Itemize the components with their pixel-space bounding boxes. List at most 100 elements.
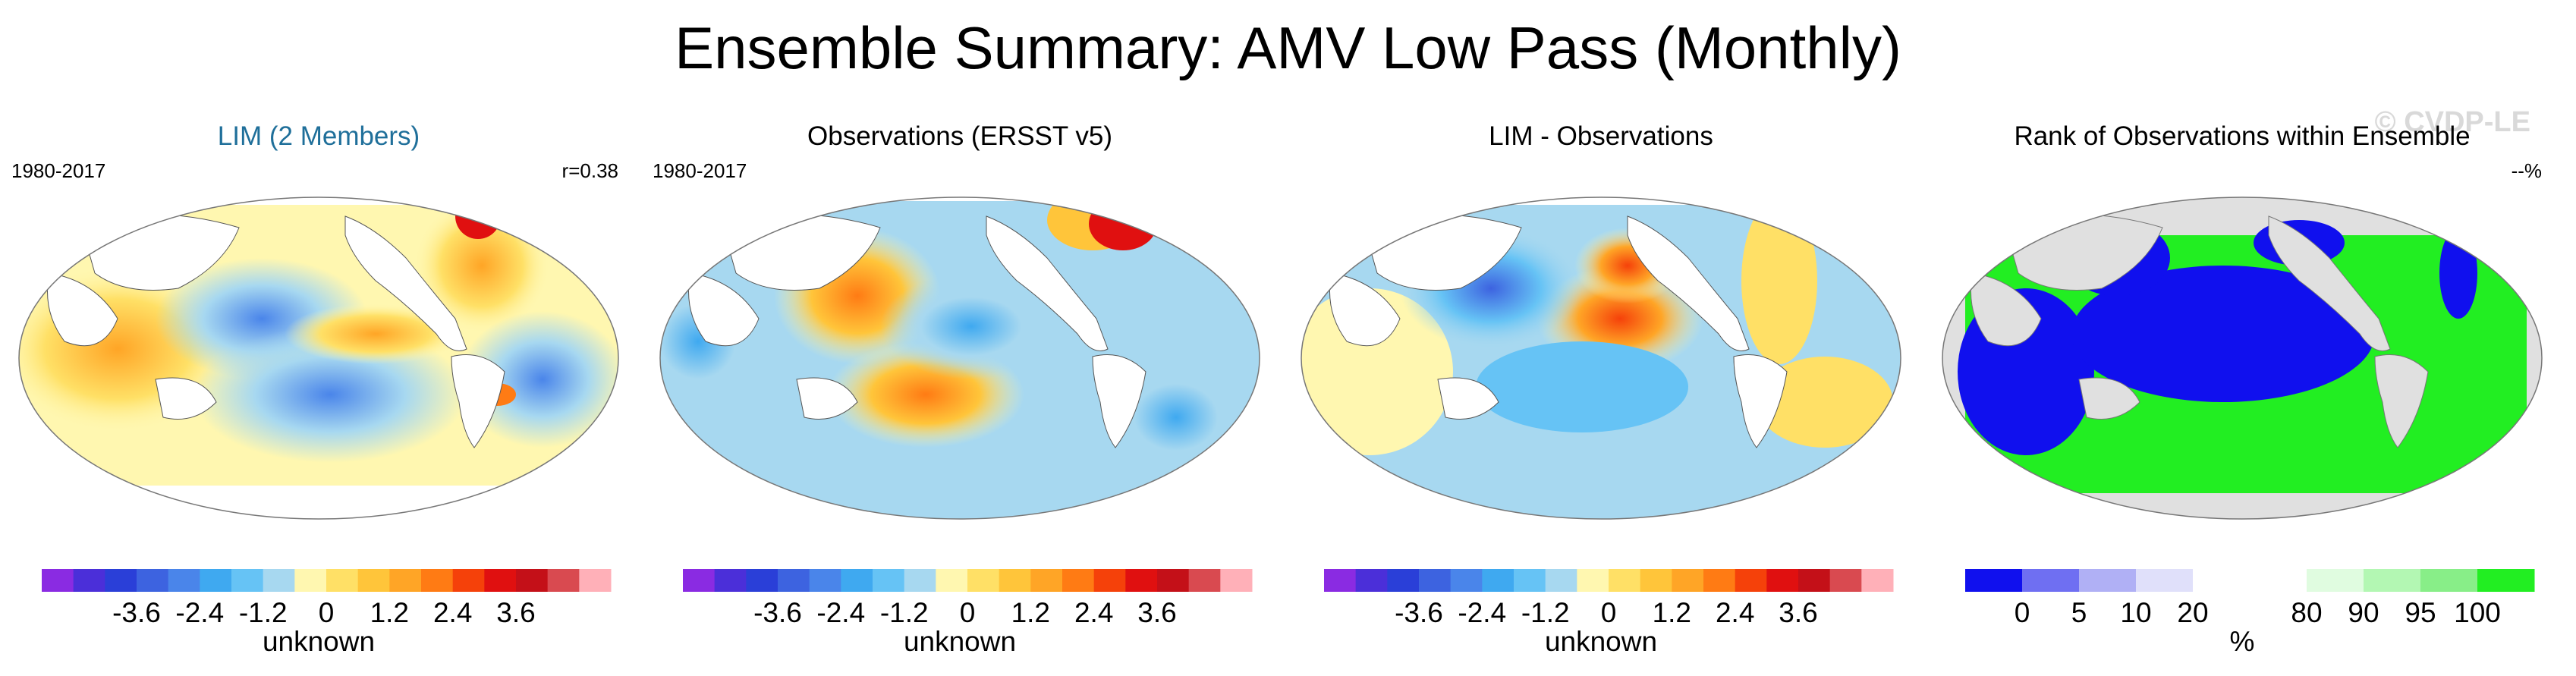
colorbar-swatch [904,569,936,592]
colorbar-tick-label: 2.4 [1074,597,1113,628]
colorbar-tick-label: 3.6 [1137,597,1176,628]
panel-lim: LIM (2 Members) 1980-2017 r=0.38 [11,114,626,675]
colorbar-swatch [200,569,232,592]
colorbar-swatch [1062,569,1095,592]
colorbar-swatch [1030,569,1063,592]
map-rank [1942,197,2543,520]
colorbar-tick-label: -2.4 [816,597,865,628]
colorbar: -3.6 -2.4 -1.2 0 1.2 2.4 3.6 [1324,569,1894,628]
colorbar-swatch [1450,569,1483,592]
colorbar-swatch [683,569,716,592]
colorbar-swatch [42,569,74,592]
colorbar-swatch [137,569,169,592]
colorbar-tick-label: 90 [2348,597,2379,628]
panel-title: LIM - Observations [1489,121,1713,151]
colorbar-swatch [2079,569,2137,592]
colorbar-swatch [1324,569,1357,592]
colorbar-swatch [1703,569,1736,592]
colorbar: -3.6 -2.4 -1.2 0 1.2 2.4 3.6 [683,569,1253,628]
colorbar-swatch [1125,569,1158,592]
colorbar-swatch [1188,569,1221,592]
colorbar-tick-label: 3.6 [496,597,535,628]
colorbar-swatch [484,569,517,592]
colorbar-swatch [326,569,359,592]
colorbar-tick-label: 100 [2454,597,2501,628]
colorbar-swatch [2364,569,2421,592]
panel-title: Observations (ERSST v5) [807,121,1112,151]
colorbar-swatch [1545,569,1577,592]
colorbar-tick-label: -2.4 [175,597,224,628]
colorbar-swatch [2250,569,2307,592]
period-label: 1980-2017 [11,159,106,182]
colorbar-swatch [1861,569,1894,592]
colorbar-tick-label: 5 [2071,597,2087,628]
colorbar-swatch [1640,569,1672,592]
colorbar-title: unknown [903,626,1017,657]
colorbar-tick-label: -1.2 [239,597,288,628]
colorbar-swatch [2193,569,2250,592]
colorbar-swatch [2136,569,2194,592]
colorbar-tick-label: -3.6 [753,597,802,628]
colorbar-tick-label: -2.4 [1458,597,1506,628]
period-label: 1980-2017 [653,159,747,182]
colorbar-swatch [2420,569,2478,592]
panel-observations: Observations (ERSST v5) 1980-2017 -3 [653,114,1267,675]
colorbar-swatch [168,569,200,592]
panel-title: LIM (2 Members) [217,121,420,151]
watermark: © CVDP-LE [2374,106,2530,138]
panel-rank: Rank of Observations within Ensemble --%… [1935,114,2549,675]
panel-difference: LIM - Observations -3.6 -2.4 -1.2 0 1.2 2.4 [1294,114,1908,675]
colorbar-swatch [1798,569,1831,592]
colorbar-tick-label: 2.4 [1716,597,1754,628]
colorbar-tick-label: 0 [319,597,335,628]
colorbar-tick-label: -3.6 [112,597,161,628]
colorbar-swatch [452,569,485,592]
map-lim [18,197,619,520]
colorbar-tick-label: 2.4 [433,597,472,628]
colorbar-swatch [1965,569,2023,592]
colorbar-tick-label: 95 [2405,597,2436,628]
colorbar-tick-label: -1.2 [1521,597,1570,628]
correlation-label: r=0.38 [561,159,618,182]
colorbar-tick-label: 0 [960,597,976,628]
colorbar-swatch [1829,569,1862,592]
colorbar-swatch [2307,569,2364,592]
colorbar-swatch [967,569,1000,592]
panel-title: Rank of Observations within Ensemble [2014,121,2471,151]
colorbar-swatch [1766,569,1799,592]
percent-label: --% [2511,159,2542,182]
colorbar-tick-label: -1.2 [880,597,929,628]
colorbar-swatch [1093,569,1126,592]
colorbar-swatch [999,569,1031,592]
colorbar: 0 5 10 20 80 90 95 100 [1965,569,2535,628]
colorbar-swatch [746,569,778,592]
colorbar-swatch [1482,569,1514,592]
colorbar-swatch [809,569,841,592]
colorbar-swatch [778,569,810,592]
colorbar-tick-label: 20 [2177,597,2208,628]
colorbar-swatch [421,569,454,592]
colorbar-swatch [263,569,295,592]
colorbar-title: unknown [262,626,376,657]
colorbar-tick-label: 3.6 [1779,597,1817,628]
colorbar-swatch [389,569,422,592]
colorbar-swatch [73,569,105,592]
colorbar-swatch [1735,569,1767,592]
colorbar-swatch [1609,569,1641,592]
map-observations [659,197,1260,520]
colorbar-swatch [841,569,873,592]
colorbar-swatch [1672,569,1704,592]
page-title: Ensemble Summary: AMV Low Pass (Monthly) [675,14,1901,81]
colorbar-swatch [516,569,549,592]
colorbar-swatch [357,569,390,592]
colorbar-tick-label: 1.2 [1011,597,1050,628]
colorbar-swatch [1387,569,1420,592]
colorbar-tick-label: 10 [2120,597,2151,628]
colorbar-tick-label: 1.2 [1653,597,1691,628]
colorbar-title: % [2229,626,2255,657]
colorbar-tick-label: 80 [2291,597,2322,628]
colorbar-swatch [1419,569,1452,592]
colorbar-swatch [1514,569,1546,592]
colorbar-swatch [231,569,264,592]
colorbar: -3.6 -2.4 -1.2 0 1.2 2.4 3.6 [42,569,612,628]
